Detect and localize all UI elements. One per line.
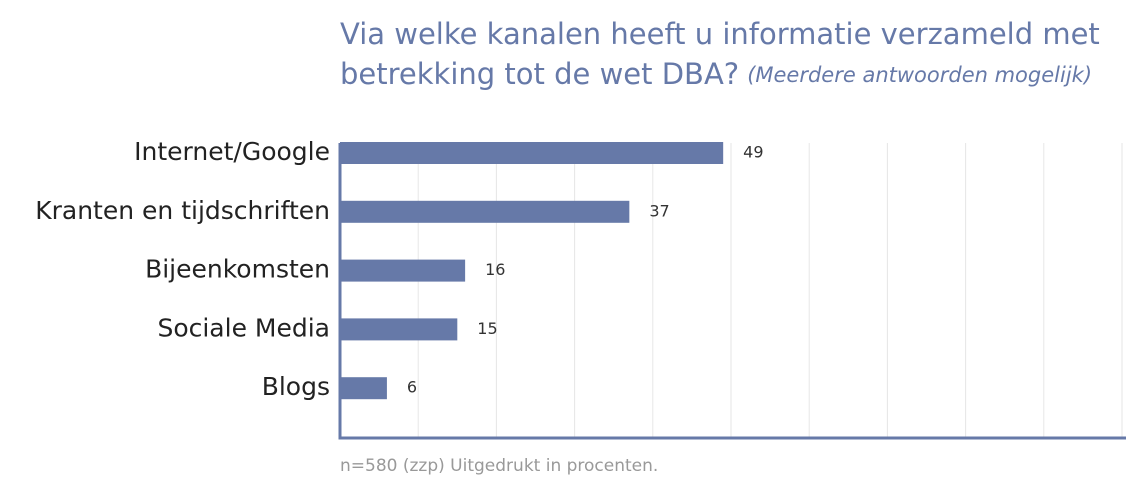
y-tick-label: Kranten en tijdschriften <box>35 196 330 225</box>
data-label: 37 <box>649 201 669 220</box>
bar <box>340 318 458 341</box>
y-tick-label: Internet/Google <box>134 137 330 166</box>
y-tick-label: Bijeenkomsten <box>145 255 330 284</box>
data-label: 6 <box>407 378 417 397</box>
data-label: 49 <box>743 143 763 162</box>
chart-subtitle: (Meerdere antwoorden mogelijk) <box>747 63 1092 87</box>
chart-title: betrekking tot de wet DBA? <box>340 57 739 91</box>
data-label: 15 <box>477 319 497 338</box>
bar <box>340 377 387 400</box>
footnote: n=580 (zzp) Uitgedrukt in procenten. <box>340 456 658 476</box>
y-tick-label: Blogs <box>262 372 330 401</box>
bar <box>340 142 724 164</box>
bar <box>340 259 466 282</box>
bar <box>340 200 630 223</box>
y-tick-label: Sociale Media <box>157 313 330 342</box>
chart-title: betrekking tot de wet DBA? (Meerdere antw… <box>340 57 1092 91</box>
data-label: 16 <box>485 260 505 279</box>
chart-title: Via welke kanalen heeft u informatie ver… <box>340 17 1100 51</box>
